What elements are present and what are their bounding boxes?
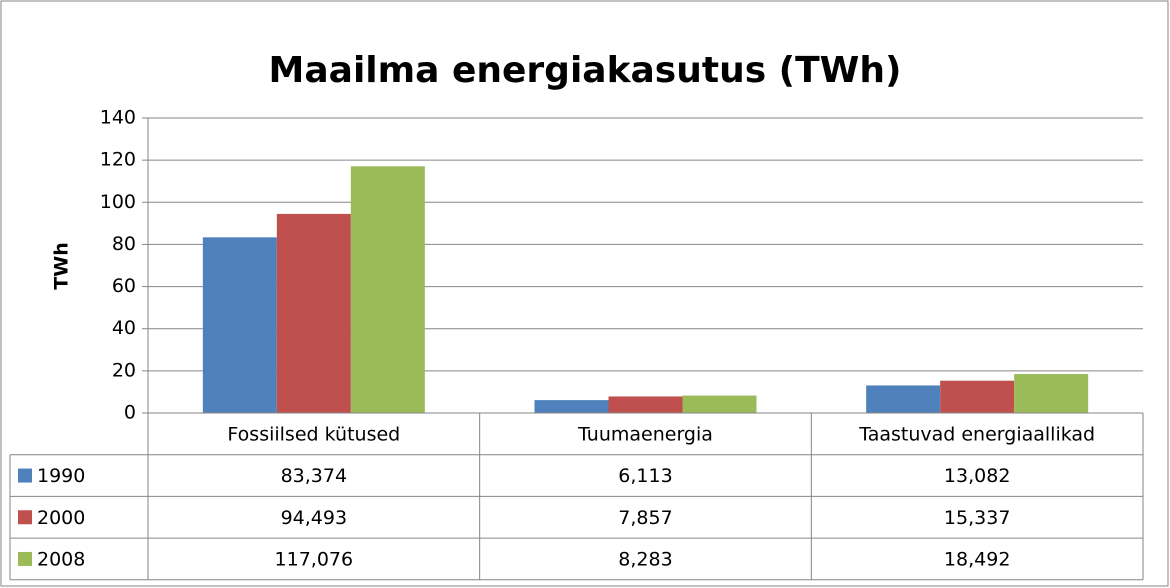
x-tick-label: Tuumaenergia bbox=[577, 423, 713, 445]
legend-key bbox=[18, 468, 32, 483]
y-tick-label: 140 bbox=[100, 107, 136, 129]
legend-key bbox=[18, 510, 32, 525]
legend-key bbox=[18, 551, 32, 566]
legend-label: 1990 bbox=[37, 465, 85, 487]
bar bbox=[276, 213, 351, 413]
y-tick-label: 40 bbox=[112, 317, 136, 339]
bar bbox=[1014, 374, 1089, 413]
chart-title: Maailma energiakasutus (TWh) bbox=[269, 50, 902, 91]
table-value: 8,283 bbox=[618, 548, 672, 570]
y-tick-label: 80 bbox=[112, 233, 136, 255]
bar bbox=[682, 395, 757, 413]
y-tick-label: 60 bbox=[112, 275, 136, 297]
table-value: 15,337 bbox=[944, 507, 1010, 529]
bar bbox=[350, 166, 425, 413]
y-tick-label: 0 bbox=[124, 402, 136, 424]
table-value: 7,857 bbox=[618, 507, 672, 529]
y-tick-label: 120 bbox=[100, 149, 136, 171]
bar bbox=[534, 400, 609, 413]
bar bbox=[940, 380, 1015, 413]
table-value: 94,493 bbox=[281, 507, 347, 529]
legend-label: 2008 bbox=[37, 548, 85, 570]
table-value: 83,374 bbox=[281, 465, 347, 487]
y-axis-label: TWh bbox=[51, 242, 73, 289]
bar bbox=[202, 237, 277, 413]
y-tick-label: 20 bbox=[112, 359, 136, 381]
y-tick-label: 100 bbox=[100, 191, 136, 213]
table-value: 117,076 bbox=[275, 548, 354, 570]
legend-label: 2000 bbox=[37, 507, 85, 529]
table-value: 6,113 bbox=[618, 465, 672, 487]
x-tick-label: Taastuvad energiaallikad bbox=[858, 423, 1095, 445]
bar bbox=[866, 385, 941, 413]
table-value: 18,492 bbox=[944, 548, 1010, 570]
bar bbox=[608, 396, 683, 413]
table-value: 13,082 bbox=[944, 465, 1010, 487]
x-tick-label: Fossiilsed kütused bbox=[227, 423, 400, 445]
